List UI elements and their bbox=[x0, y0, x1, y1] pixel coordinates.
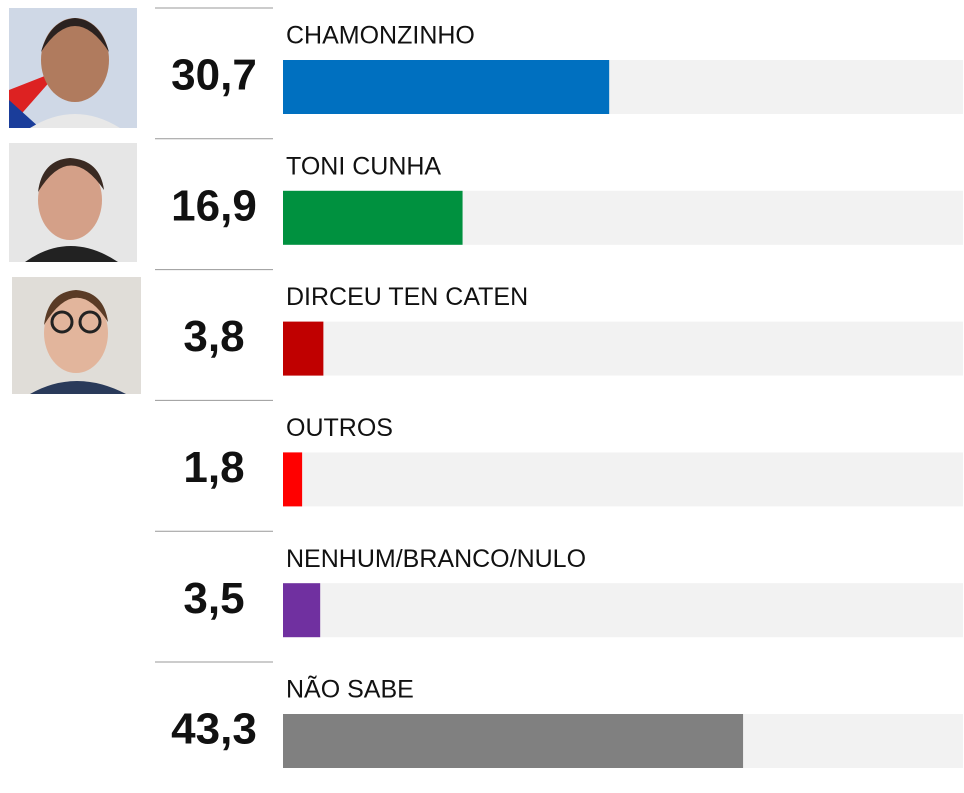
photo bbox=[9, 8, 137, 128]
category-label: OUTROS bbox=[286, 414, 393, 442]
value-label: 3,5 bbox=[183, 574, 244, 623]
bar-track bbox=[283, 452, 963, 507]
bar bbox=[283, 583, 321, 638]
bar bbox=[283, 452, 303, 507]
value-label: 43,3 bbox=[171, 705, 257, 754]
bar bbox=[283, 60, 610, 114]
category-label: DIRCEU TEN CATEN bbox=[286, 283, 528, 311]
bar bbox=[283, 714, 744, 768]
category-label: NÃO SABE bbox=[286, 675, 414, 704]
category-label: NENHUM/BRANCO/NULO bbox=[286, 545, 586, 573]
bar-track bbox=[283, 583, 963, 638]
photo bbox=[9, 143, 137, 262]
bar bbox=[283, 321, 324, 376]
bar-track bbox=[283, 321, 963, 376]
category-label: CHAMONZINHO bbox=[286, 22, 475, 50]
value-label: 30,7 bbox=[171, 51, 257, 100]
value-label: 16,9 bbox=[171, 181, 257, 230]
photo bbox=[12, 277, 141, 394]
value-label: 1,8 bbox=[183, 443, 244, 492]
category-label: TONI CUNHA bbox=[286, 152, 441, 180]
bar bbox=[283, 190, 463, 245]
value-label: 3,8 bbox=[183, 312, 244, 361]
